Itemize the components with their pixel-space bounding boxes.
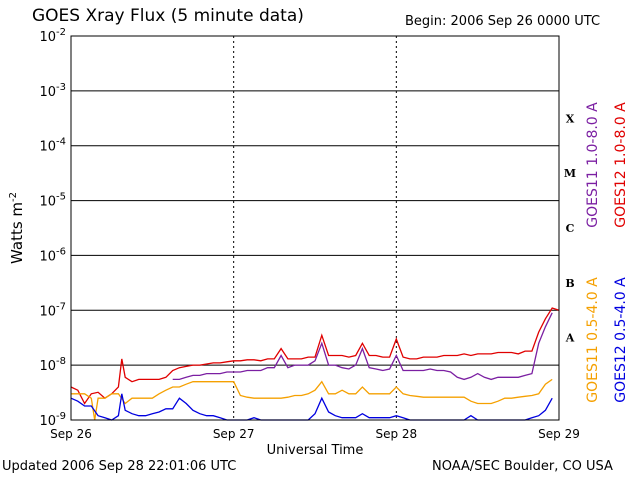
y-axis-label: Watts m-2: [8, 192, 26, 264]
y-tick-label: 10-8: [39, 356, 66, 374]
y-tick-label: 10-2: [39, 27, 66, 45]
x-tick-label: Sep 29: [538, 427, 580, 441]
begin-time-label: Begin: 2006 Sep 26 0000 UTC: [405, 14, 601, 29]
x-axis-label: Universal Time: [267, 443, 364, 458]
y-tick-label: 10-9: [39, 411, 66, 429]
y-tick-label: 10-7: [39, 301, 66, 319]
flare-class-label: M: [564, 167, 576, 180]
x-tick-labels: Sep 26 Sep 27 Sep 28 Sep 29: [50, 427, 580, 441]
x-tick-label: Sep 28: [375, 427, 417, 441]
series-line: [172, 312, 553, 381]
x-tick-label: Sep 26: [50, 427, 92, 441]
legend-entry: GOES12 1.0-8.0 A: [613, 102, 629, 228]
y-tick-label: 10-4: [39, 137, 66, 155]
plot-frame: [70, 35, 560, 421]
legend-entry: GOES12 0.5-4.0 A: [613, 277, 629, 403]
y-tick-label: 10-6: [39, 246, 66, 264]
legend: GOES11 1.0-8.0 A GOES12 1.0-8.0 A GOES11 0…: [585, 102, 629, 403]
x-tick-label: Sep 27: [213, 427, 255, 441]
flare-class-labels: A B C M X: [564, 112, 576, 344]
y-tick-labels: 10-9 10-8 10-7 10-6 10-5 10-4 10-3 10-2: [39, 27, 66, 429]
flare-class-label: B: [565, 277, 574, 290]
updated-timestamp: Updated 2006 Sep 28 22:01:06 UTC: [2, 459, 237, 474]
legend-entry: GOES11 0.5-4.0 A: [585, 277, 601, 403]
credit-label: NOAA/SEC Boulder, CO USA: [432, 459, 613, 474]
y-tick-label: 10-3: [39, 82, 66, 100]
y-tick-label: 10-5: [39, 192, 66, 210]
series-line: [71, 378, 553, 421]
flare-class-label: X: [566, 112, 575, 125]
flare-class-label: A: [565, 332, 575, 345]
grid-layer: [70, 35, 560, 421]
legend-entry: GOES11 1.0-8.0 A: [585, 102, 601, 228]
chart-title: GOES Xray Flux (5 minute data): [32, 6, 304, 26]
series-line: [70, 307, 560, 405]
series-layer: [70, 307, 560, 421]
flare-class-label: C: [566, 222, 575, 235]
